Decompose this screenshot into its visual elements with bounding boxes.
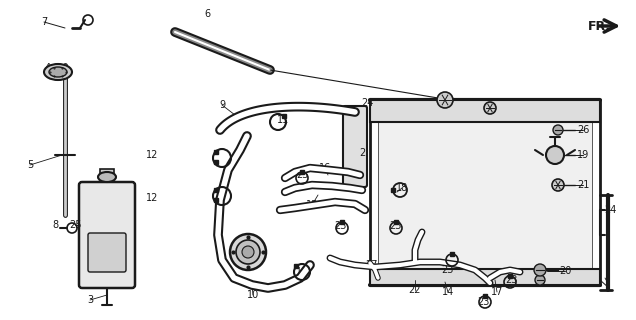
Text: 2: 2 (359, 148, 365, 158)
Text: 26: 26 (577, 125, 589, 135)
Text: 15: 15 (306, 200, 318, 210)
FancyBboxPatch shape (79, 182, 135, 288)
Circle shape (236, 240, 260, 264)
Circle shape (437, 92, 453, 108)
Text: 3: 3 (87, 295, 93, 305)
Text: 27: 27 (366, 260, 378, 270)
Text: 23: 23 (477, 297, 489, 307)
Text: 23: 23 (334, 221, 346, 231)
Text: 24: 24 (604, 205, 616, 215)
Bar (378, 106, 592, 279)
Text: 22: 22 (409, 285, 421, 295)
Text: 1: 1 (606, 283, 612, 293)
Text: FR.: FR. (588, 20, 611, 33)
Circle shape (242, 246, 254, 258)
Text: 8: 8 (52, 220, 58, 230)
Text: 10: 10 (247, 290, 259, 300)
Text: 12: 12 (146, 150, 158, 160)
Text: 21: 21 (577, 180, 589, 190)
Text: 23: 23 (296, 170, 308, 180)
Circle shape (484, 102, 496, 114)
FancyBboxPatch shape (88, 233, 126, 272)
Text: 25: 25 (69, 220, 81, 230)
Circle shape (535, 275, 545, 285)
FancyBboxPatch shape (343, 106, 367, 187)
Circle shape (230, 234, 266, 270)
Ellipse shape (44, 64, 72, 80)
Circle shape (546, 146, 564, 164)
Circle shape (534, 264, 546, 276)
Text: 7: 7 (41, 17, 47, 27)
Text: 23: 23 (389, 221, 401, 231)
Text: 9: 9 (219, 100, 225, 110)
Text: 16: 16 (319, 163, 331, 173)
Text: 4: 4 (45, 63, 51, 73)
Text: 23: 23 (441, 265, 453, 275)
Bar (370, 269, 600, 285)
Text: 13: 13 (234, 243, 246, 253)
Text: 5: 5 (27, 160, 33, 170)
Ellipse shape (98, 172, 116, 182)
Text: 14: 14 (442, 287, 454, 297)
Bar (100, 169, 114, 177)
Text: 24: 24 (361, 98, 373, 108)
Circle shape (552, 179, 564, 191)
Ellipse shape (49, 67, 67, 77)
Text: 11: 11 (277, 115, 289, 125)
Text: 17: 17 (491, 287, 503, 297)
Text: 6: 6 (204, 9, 210, 19)
Circle shape (553, 125, 563, 135)
Bar (370, 100, 600, 122)
Text: 18: 18 (396, 183, 408, 193)
Text: 11: 11 (296, 267, 308, 277)
Text: 23: 23 (505, 275, 517, 285)
Text: 12: 12 (146, 193, 158, 203)
Text: 19: 19 (577, 150, 589, 160)
Text: 20: 20 (559, 266, 571, 276)
